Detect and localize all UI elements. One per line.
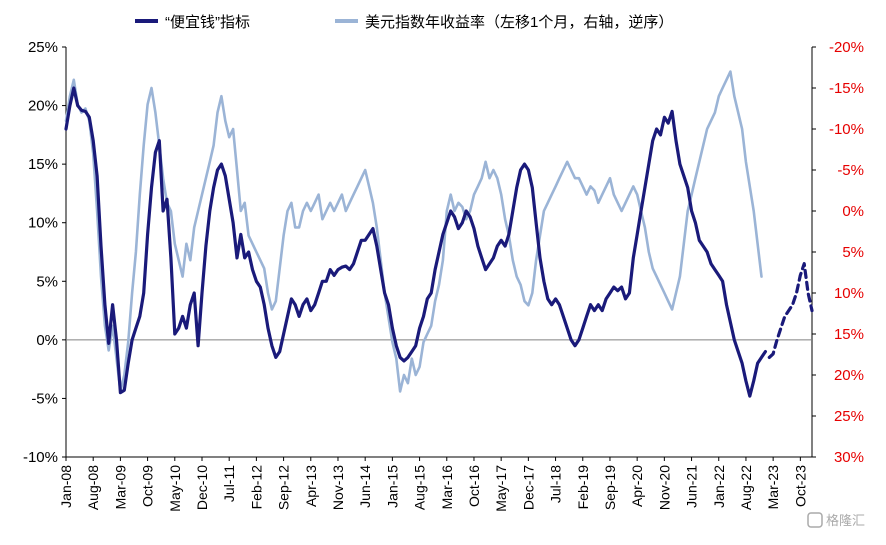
right-tick-label: 20% [834,367,864,384]
series-usd-index-return-line [64,70,763,393]
x-tick-label: Apr-13 [303,465,319,507]
legend-label-series2: 美元指数年收益率（左移1个月，右轴，逆序） [365,14,673,31]
x-tick-label: Mar-23 [765,465,781,510]
x-tick-label: Nov-13 [330,465,346,510]
right-tick-label: 5% [842,244,864,261]
left-axis-ticks: 25% 20% 15% 10% 5% 0% -5% -10% [23,39,66,466]
left-tick-label: 0% [36,332,58,349]
left-tick-label: 5% [36,273,58,290]
left-tick-label: 15% [28,156,58,173]
right-tick-label: -5% [837,162,864,179]
x-tick-label: Dec-17 [520,465,536,510]
x-tick-label: Jun-21 [684,465,700,508]
right-tick-label: 15% [834,326,864,343]
right-tick-label: -10% [829,121,864,138]
x-tick-label: Jul-11 [221,465,237,502]
x-tick-label: Apr-20 [629,465,645,507]
x-tick-label: Mar-09 [112,465,128,510]
x-tick-label: Jan-22 [711,465,727,508]
x-tick-label: Jan-15 [384,465,400,508]
x-tick-label: Sep-19 [602,465,618,510]
x-tick-label: Nov-20 [656,465,672,510]
right-tick-label: 0% [842,203,864,220]
watermark-text: 格隆汇 [826,513,865,528]
left-tick-label: -10% [23,449,58,466]
x-tick-label: Oct-09 [140,465,156,507]
watermark-logo-icon [807,512,823,528]
x-tick-label: Aug-08 [85,465,101,510]
right-tick-label: 30% [834,449,864,466]
x-tick-label: Sep-12 [276,465,292,510]
right-tick-label: -20% [829,39,864,56]
right-tick-label: -15% [829,80,864,97]
x-tick-label: Dec-10 [194,465,210,510]
left-tick-label: 20% [28,98,58,115]
x-axis-ticks: Jan-08 Aug-08 Mar-09 Oct-09 May-10 Dec-10 Jul-… [58,457,808,512]
left-tick-label: 25% [28,39,58,56]
x-tick-label: Jun-14 [357,465,373,508]
x-tick-label: Aug-15 [412,465,428,510]
x-tick-label: Feb-12 [248,465,264,510]
right-tick-label: 25% [834,408,864,425]
x-tick-label: Aug-22 [738,465,754,510]
x-tick-label: May-17 [493,465,509,512]
series-cheap-money-forecast-line [767,262,814,359]
legend: “便宜钱”指标 美元指数年收益率（左移1个月，右轴，逆序） [135,14,673,31]
series-cheap-money-line [64,86,767,398]
right-tick-label: 10% [834,285,864,302]
series-layer [64,70,814,398]
x-tick-label: Mar-16 [439,465,455,510]
x-tick-label: Feb-19 [575,465,591,510]
x-tick-label: Oct-23 [792,465,808,507]
x-tick-label: May-10 [167,465,183,512]
x-tick-label: Jan-08 [58,465,74,508]
x-tick-label: Jul-18 [548,465,564,503]
x-tick-label: Oct-16 [466,465,482,507]
legend-label-series1: “便宜钱”指标 [165,14,250,31]
left-tick-label: 10% [28,215,58,232]
right-axis-ticks: -20% -15% -10% -5% 0% 5% 10% 15% 20% 25% 30% [812,39,864,466]
left-tick-label: -5% [31,390,58,407]
watermark: 格隆汇 [807,512,865,528]
